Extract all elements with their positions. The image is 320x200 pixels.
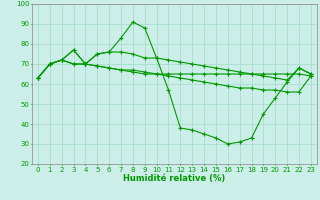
X-axis label: Humidité relative (%): Humidité relative (%) <box>123 174 226 183</box>
